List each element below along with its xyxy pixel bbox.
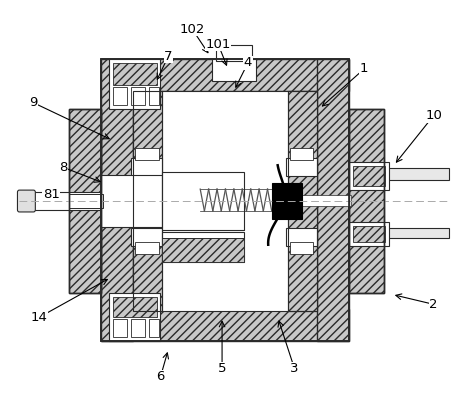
- Bar: [287, 91, 317, 311]
- Bar: [113, 87, 126, 105]
- Text: 5: 5: [217, 363, 226, 375]
- Bar: [349, 109, 383, 293]
- Bar: [148, 319, 158, 337]
- Bar: [383, 228, 448, 238]
- Bar: [383, 168, 448, 180]
- Bar: [381, 225, 386, 241]
- Bar: [162, 172, 244, 230]
- Bar: [109, 293, 160, 341]
- Bar: [100, 175, 162, 227]
- Bar: [132, 91, 162, 311]
- Bar: [212, 59, 255, 81]
- Bar: [352, 166, 384, 186]
- Bar: [349, 222, 388, 246]
- Bar: [113, 298, 156, 317]
- Text: 9: 9: [29, 96, 38, 109]
- Text: 8: 8: [59, 161, 67, 174]
- Bar: [132, 91, 162, 311]
- Bar: [31, 192, 100, 210]
- Text: 6: 6: [156, 370, 164, 383]
- Bar: [289, 148, 313, 160]
- Text: 3: 3: [290, 363, 298, 375]
- Text: 14: 14: [31, 311, 48, 324]
- Bar: [349, 109, 383, 293]
- Text: 7: 7: [164, 49, 172, 62]
- Bar: [100, 309, 349, 341]
- Bar: [349, 162, 388, 190]
- Bar: [132, 91, 317, 311]
- Bar: [131, 319, 144, 337]
- Bar: [317, 59, 349, 341]
- Bar: [162, 232, 244, 262]
- Bar: [271, 183, 301, 219]
- Bar: [134, 148, 158, 160]
- Text: 2: 2: [428, 298, 437, 311]
- Bar: [69, 109, 100, 293]
- Bar: [69, 109, 100, 293]
- Bar: [131, 158, 162, 176]
- Text: 10: 10: [424, 109, 441, 122]
- Bar: [113, 319, 126, 337]
- Bar: [216, 45, 251, 61]
- Text: 101: 101: [205, 37, 230, 51]
- Bar: [69, 109, 100, 293]
- Bar: [289, 242, 313, 254]
- Text: 4: 4: [243, 56, 251, 69]
- Bar: [287, 91, 317, 311]
- Bar: [162, 238, 244, 262]
- Bar: [100, 59, 132, 341]
- Bar: [352, 226, 384, 242]
- Bar: [100, 59, 349, 91]
- Text: 81: 81: [43, 187, 60, 201]
- Bar: [100, 59, 349, 341]
- Text: 102: 102: [179, 23, 205, 36]
- Bar: [113, 63, 156, 85]
- Bar: [148, 87, 158, 105]
- Bar: [285, 158, 317, 176]
- Bar: [285, 228, 317, 246]
- Bar: [134, 242, 158, 254]
- Text: 1: 1: [359, 62, 368, 76]
- Bar: [131, 87, 144, 105]
- Bar: [271, 195, 350, 206]
- Bar: [381, 165, 386, 183]
- Bar: [69, 194, 103, 208]
- Bar: [100, 59, 349, 341]
- Bar: [349, 109, 383, 293]
- FancyBboxPatch shape: [18, 190, 35, 212]
- Bar: [109, 59, 160, 109]
- Bar: [131, 228, 162, 246]
